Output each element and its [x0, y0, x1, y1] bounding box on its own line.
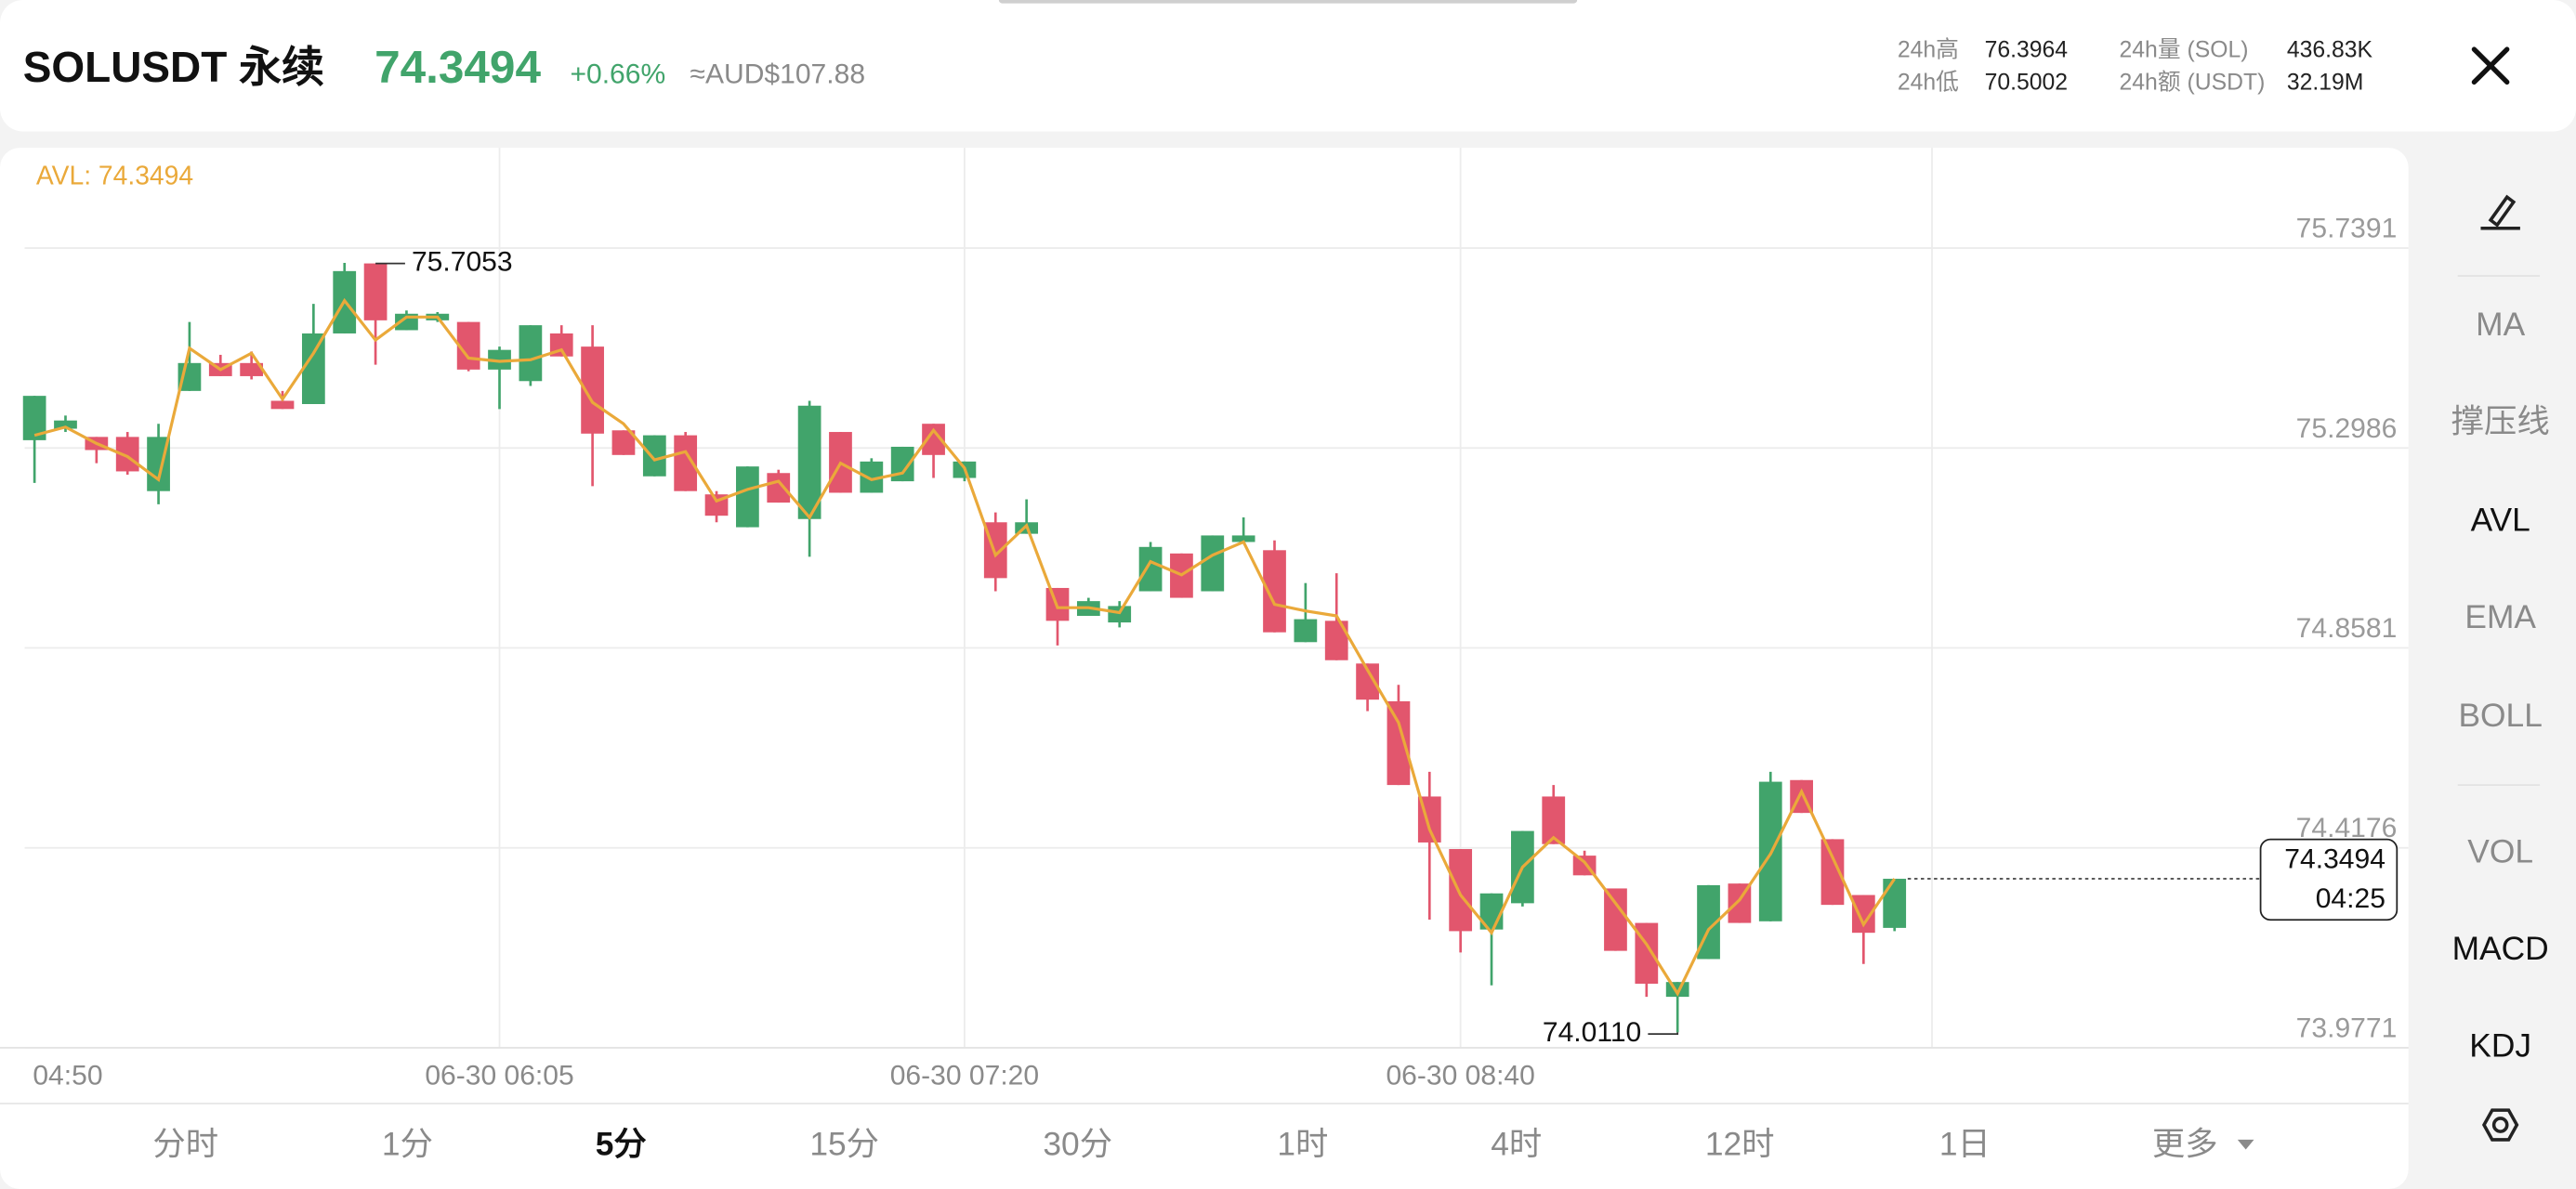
- stat-label: 24h高: [1898, 36, 1959, 62]
- candle-body: [736, 466, 759, 528]
- indicator-tab[interactable]: VOL: [2467, 834, 2533, 870]
- indicator-tab[interactable]: AVL: [2471, 503, 2530, 539]
- interval-tab[interactable]: 1时: [1277, 1126, 1328, 1162]
- candle-body: [797, 405, 821, 519]
- candle-body: [1138, 546, 1163, 592]
- candle-body: [1231, 535, 1255, 542]
- avl-line: [33, 297, 1897, 997]
- interval-tab[interactable]: 4时: [1491, 1126, 1542, 1162]
- stat-value: 76.3964: [1985, 37, 2069, 62]
- candle-body: [1449, 849, 1473, 932]
- candle-body: [270, 400, 295, 410]
- interval-tab[interactable]: 15分: [809, 1126, 879, 1162]
- y-tick-label: 75.2986: [2296, 413, 2398, 444]
- candle-body: [1883, 879, 1907, 928]
- chart: AVL: 74.3494 75.7391 75.2986 74.8581 74.417…: [0, 148, 2409, 1091]
- draw-tool[interactable]: [2480, 194, 2520, 230]
- y-tick-label: 73.9771: [2296, 1013, 2398, 1043]
- annotation: 74.0110: [1543, 1017, 1641, 1048]
- drag-handle: [998, 0, 1578, 4]
- interval-tab[interactable]: 12时: [1705, 1126, 1775, 1162]
- indicator-tab[interactable]: EMA: [2464, 599, 2536, 635]
- y-tick-label: 74.8581: [2296, 613, 2398, 644]
- stat-label: 24h低: [1898, 70, 1959, 96]
- converted: ≈AUD$107.88: [690, 59, 865, 89]
- candle-body: [488, 349, 511, 370]
- annotation-leader: [1648, 1032, 1679, 1036]
- interval-tab[interactable]: 分时: [152, 1126, 218, 1162]
- candle-body: [1294, 619, 1318, 643]
- indicator-list: MA 撑压线 AVL EMA BOLL VOL MACD KDJ: [2451, 307, 2550, 1064]
- last-price-box: [2259, 838, 2399, 921]
- stat-label: 24h额 (USDT): [2120, 70, 2266, 96]
- stat-label: 24h量 (SOL): [2120, 37, 2249, 62]
- x-tick-label: 06-30 06:05: [425, 1061, 573, 1091]
- candle-body: [642, 435, 666, 477]
- price: 74.3494: [375, 42, 541, 93]
- candle-body: [1324, 621, 1348, 660]
- y-tick-label: 74.4176: [2296, 813, 2398, 843]
- candle-body: [519, 325, 543, 382]
- symbol: SOLUSDT 永续: [23, 43, 324, 91]
- legend-entry: AVL: 74.3494: [36, 160, 193, 189]
- candle-body: [1387, 700, 1411, 786]
- indicator-tab[interactable]: 撑压线: [2451, 403, 2550, 439]
- indicator-tab[interactable]: MA: [2476, 307, 2525, 343]
- y-tick-label: 75.7391: [2296, 214, 2398, 244]
- more-caret: [2237, 1139, 2254, 1150]
- interval-tab[interactable]: 更多: [2152, 1126, 2218, 1162]
- x-tick-label: 04:50: [33, 1061, 102, 1091]
- indicator-tab[interactable]: KDJ: [2469, 1027, 2531, 1064]
- interval-tab[interactable]: 30分: [1043, 1126, 1112, 1162]
- candle-body: [1201, 535, 1225, 592]
- stat-value: 32.19M: [2287, 71, 2364, 96]
- candle-body: [1604, 888, 1627, 951]
- chart-panel: [0, 148, 2409, 1189]
- candle-body: [54, 420, 77, 429]
- annotation: 75.7053: [412, 247, 513, 278]
- x-tick-label: 06-30 08:40: [1386, 1061, 1534, 1091]
- interval-tab[interactable]: 5分: [596, 1126, 647, 1162]
- settings-button[interactable]: [2481, 1108, 2519, 1142]
- candle-body: [1108, 606, 1132, 623]
- x-tick-label: 06-30 07:20: [890, 1061, 1039, 1091]
- candle-body: [301, 333, 325, 404]
- countdown: 04:25: [2316, 883, 2385, 914]
- interval-tab[interactable]: 1分: [382, 1126, 433, 1162]
- header-bg: [0, 0, 2576, 132]
- change: +0.66%: [570, 59, 665, 89]
- candle-body: [767, 473, 791, 503]
- candle-body: [240, 362, 264, 376]
- stat-value: 70.5002: [1985, 71, 2068, 96]
- close-button[interactable]: [2471, 46, 2510, 85]
- interval-tab[interactable]: 1日: [1939, 1126, 1991, 1162]
- indicator-tab[interactable]: MACD: [2452, 931, 2549, 967]
- last-price: 74.3494: [2284, 844, 2385, 875]
- stat-value: 436.83K: [2287, 37, 2373, 62]
- indicator-tab[interactable]: BOLL: [2458, 698, 2542, 734]
- candle-body: [363, 263, 388, 320]
